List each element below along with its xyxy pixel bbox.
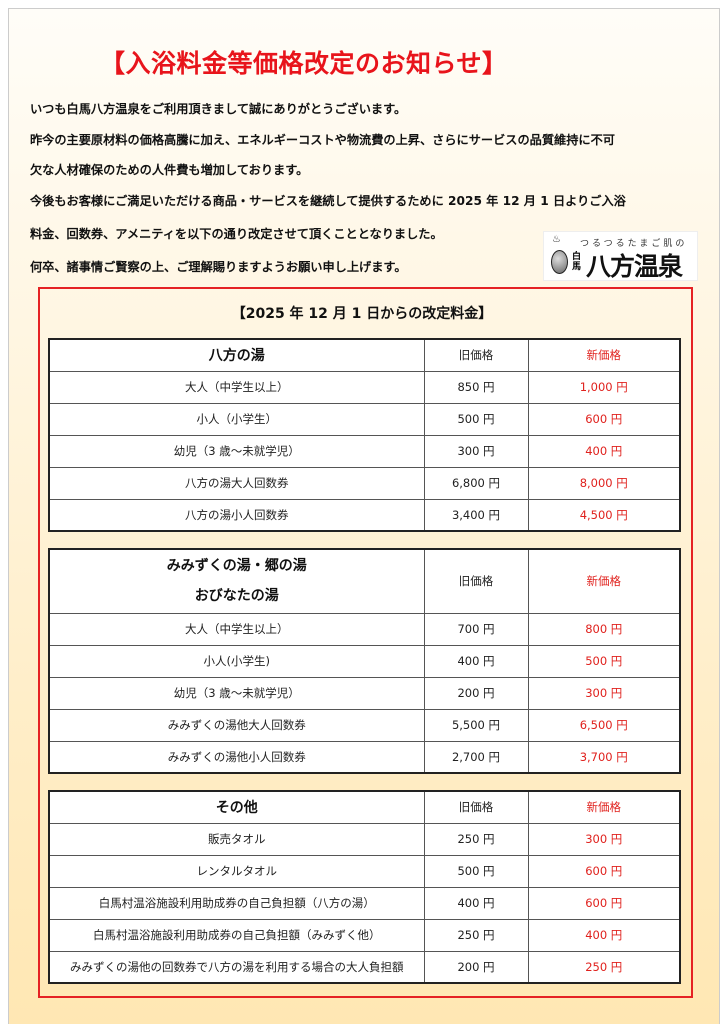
- old-price: 5,500 円: [423, 708, 529, 742]
- old-price: 2,700 円: [423, 740, 529, 774]
- logo-name: 八方温泉: [586, 252, 683, 281]
- item-name: みみずくの湯他大人回数券: [48, 708, 425, 742]
- new-price: 600 円: [527, 886, 681, 920]
- item-name: みみずくの湯他の回数券で八方の湯を利用する場合の大人負担額: [48, 950, 425, 984]
- item-name: 白馬村温浴施設利用助成券の自己負担額（八方の湯）: [48, 886, 425, 920]
- item-name: 販売タオル: [48, 822, 425, 856]
- old-price: 500 円: [423, 854, 529, 888]
- old-price: 200 円: [423, 950, 529, 984]
- table-row: 小人(小学生) 400 円 500 円: [48, 644, 681, 678]
- intro-line: いつも白馬八方温泉をご利用頂きまして誠にありがとうございます。: [30, 102, 407, 116]
- table-row: 白馬村温浴施設利用助成券の自己負担額（みみずく他） 250 円 400 円: [48, 918, 681, 952]
- table-header: 八方の湯 旧価格 新価格: [48, 338, 681, 372]
- egg-icon: [551, 250, 568, 274]
- new-price-header: 新価格: [527, 548, 681, 614]
- old-price: 300 円: [423, 434, 529, 468]
- item-name: 小人(小学生): [48, 644, 425, 678]
- new-price: 4,500 円: [527, 498, 681, 532]
- item-name: 幼児（3 歳～未就学児）: [48, 676, 425, 710]
- item-name: 白馬村温浴施設利用助成券の自己負担額（みみずく他）: [48, 918, 425, 952]
- intro-line: 昨今の主要原材料の価格高騰に加え、エネルギーコストや物流費の上昇、さらにサービス…: [30, 133, 615, 147]
- hakuba-happo-onsen-logo: ♨ つるつるたまご肌の 白馬 八方温泉: [543, 231, 698, 281]
- old-price: 400 円: [423, 644, 529, 678]
- section-title: みみずくの湯・郷の湯 おびなたの湯: [48, 548, 425, 614]
- page-title: 【入浴料金等価格改定のお知らせ】: [100, 49, 508, 78]
- item-name: 小人（小学生）: [48, 402, 425, 436]
- item-name: 八方の湯大人回数券: [48, 466, 425, 500]
- item-name: 大人（中学生以上）: [48, 370, 425, 404]
- new-price: 300 円: [527, 676, 681, 710]
- table-row: 販売タオル 250 円 300 円: [48, 822, 681, 856]
- item-name: レンタルタオル: [48, 854, 425, 888]
- price-table-mimizuku: みみずくの湯・郷の湯 おびなたの湯 旧価格 新価格 大人（中学生以上） 700 円…: [48, 548, 681, 774]
- old-price: 200 円: [423, 676, 529, 710]
- old-price: 6,800 円: [423, 466, 529, 500]
- old-price-header: 旧価格: [423, 338, 529, 372]
- table-row: 八方の湯大人回数券 6,800 円 8,000 円: [48, 466, 681, 500]
- new-price-header: 新価格: [527, 338, 681, 372]
- table-row: 白馬村温浴施設利用助成券の自己負担額（八方の湯） 400 円 600 円: [48, 886, 681, 920]
- table-row: みみずくの湯他大人回数券 5,500 円 6,500 円: [48, 708, 681, 742]
- new-price: 500 円: [527, 644, 681, 678]
- table-row: みみずくの湯他小人回数券 2,700 円 3,700 円: [48, 740, 681, 774]
- new-price: 3,700 円: [527, 740, 681, 774]
- item-name: 大人（中学生以上）: [48, 612, 425, 646]
- new-price: 800 円: [527, 612, 681, 646]
- table-row: レンタルタオル 500 円 600 円: [48, 854, 681, 888]
- table-row: みみずくの湯他の回数券で八方の湯を利用する場合の大人負担額 200 円 250 …: [48, 950, 681, 984]
- new-price: 8,000 円: [527, 466, 681, 500]
- section-title: その他: [48, 790, 425, 824]
- new-price: 600 円: [527, 854, 681, 888]
- new-price: 6,500 円: [527, 708, 681, 742]
- table-header: その他 旧価格 新価格: [48, 790, 681, 824]
- old-price-header: 旧価格: [423, 790, 529, 824]
- old-price: 250 円: [423, 822, 529, 856]
- section-title: 八方の湯: [48, 338, 425, 372]
- table-row: 幼児（3 歳～未就学児） 200 円 300 円: [48, 676, 681, 710]
- table-row: 八方の湯小人回数券 3,400 円 4,500 円: [48, 498, 681, 532]
- new-price: 1,000 円: [527, 370, 681, 404]
- steam-icon: ♨: [552, 234, 561, 245]
- new-price-header: 新価格: [527, 790, 681, 824]
- table-row: 小人（小学生） 500 円 600 円: [48, 402, 681, 436]
- table-row: 大人（中学生以上） 850 円 1,000 円: [48, 370, 681, 404]
- intro-line: 欠な人材確保のための人件費も増加しております。: [30, 163, 309, 177]
- old-price: 850 円: [423, 370, 529, 404]
- new-price: 400 円: [527, 434, 681, 468]
- new-price: 300 円: [527, 822, 681, 856]
- new-price: 600 円: [527, 402, 681, 436]
- old-price: 700 円: [423, 612, 529, 646]
- price-box: [38, 287, 693, 998]
- table-row: 幼児（3 歳～未就学児） 300 円 400 円: [48, 434, 681, 468]
- logo-tagline: つるつるたまご肌の: [580, 239, 688, 249]
- new-price: 250 円: [527, 950, 681, 984]
- old-price: 400 円: [423, 886, 529, 920]
- item-name: 幼児（3 歳～未就学児）: [48, 434, 425, 468]
- item-name: みみずくの湯他小人回数券: [48, 740, 425, 774]
- old-price-header: 旧価格: [423, 548, 529, 614]
- price-table-other: その他 旧価格 新価格 販売タオル 250 円 300 円 レンタルタオル 50…: [48, 790, 681, 984]
- item-name: 八方の湯小人回数券: [48, 498, 425, 532]
- table-header: みみずくの湯・郷の湯 おびなたの湯 旧価格 新価格: [48, 548, 681, 614]
- new-price: 400 円: [527, 918, 681, 952]
- old-price: 500 円: [423, 402, 529, 436]
- intro-line: 料金、回数券、アメニティを以下の通り改定させて頂くこととなりました。: [30, 227, 443, 241]
- intro-line: 今後もお客様にご満足いただける商品・サービスを継続して提供するために 2025 …: [30, 194, 626, 208]
- price-table-happo: 八方の湯 旧価格 新価格 大人（中学生以上） 850 円 1,000 円 小人（…: [48, 338, 681, 532]
- price-subtitle: 【2025 年 12 月 1 日からの改定料金】: [231, 306, 493, 322]
- old-price: 3,400 円: [423, 498, 529, 532]
- table-row: 大人（中学生以上） 700 円 800 円: [48, 612, 681, 646]
- old-price: 250 円: [423, 918, 529, 952]
- logo-small: 白馬: [572, 252, 582, 272]
- intro-line: 何卒、諸事情ご賢察の上、ご理解賜りますようお願い申し上げます。: [30, 260, 407, 274]
